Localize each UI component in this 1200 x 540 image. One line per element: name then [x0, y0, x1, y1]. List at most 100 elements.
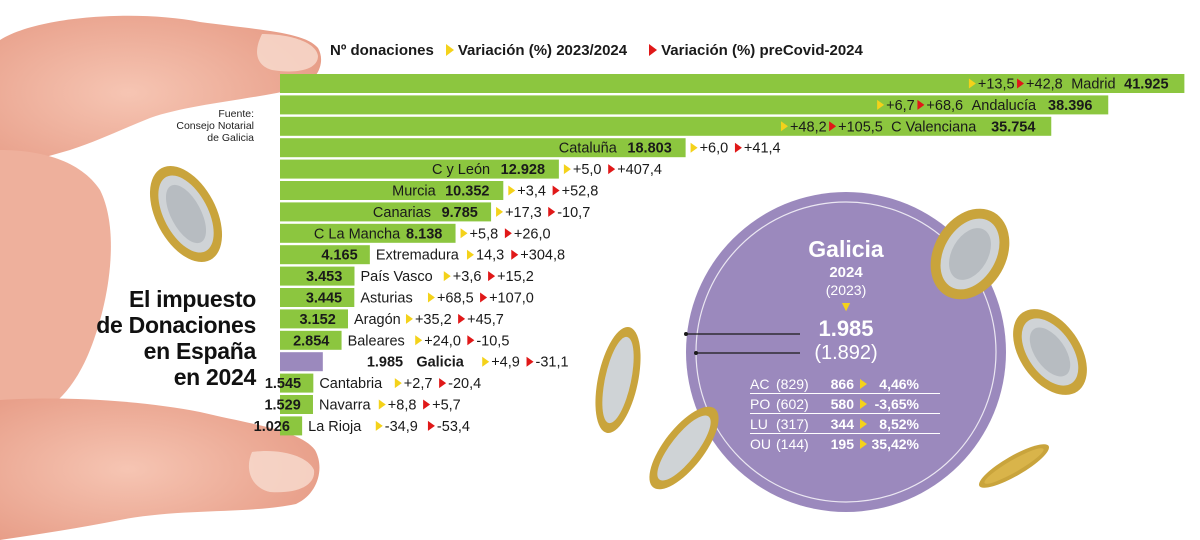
category-label: Extremadura [376, 248, 460, 264]
var1-marker-icon [508, 185, 516, 196]
value-label: 38.396 [1048, 98, 1092, 114]
var2-label: +15,2 [497, 269, 534, 285]
province-code: LU [750, 415, 768, 432]
title-line: en España [143, 338, 257, 364]
var-marker-icon [860, 438, 867, 449]
category-label: C y León [432, 162, 490, 178]
var2-label: -10,5 [476, 333, 509, 349]
var1-label: +17,3 [505, 205, 542, 221]
bar [280, 352, 323, 372]
bar [280, 95, 1109, 115]
province-now: 344 [830, 415, 854, 432]
galicia-value: 1.985 [818, 316, 874, 341]
bar [280, 266, 355, 286]
coin-icon [1013, 309, 1087, 395]
value-label: 1.545 [265, 376, 301, 392]
source-line: de Galicia [207, 132, 254, 144]
var1-marker-icon [405, 313, 413, 324]
value-label: 9.785 [442, 205, 478, 221]
var1-marker-icon [460, 228, 468, 239]
hand-illustration [0, 15, 322, 540]
galicia-arrow-icon: ▼ [839, 298, 853, 314]
var2-marker-icon [427, 420, 435, 431]
bar [280, 223, 456, 243]
value-label: 3.152 [299, 312, 335, 328]
category-label: Murcia [392, 184, 436, 200]
category-label: Cantabria [319, 376, 383, 392]
var2-label: -10,7 [557, 205, 590, 221]
source-line: Fuente: [218, 108, 254, 120]
province-prev: (317) [776, 415, 809, 432]
var1-marker-icon [427, 292, 435, 303]
category-label: Canarias [373, 205, 431, 221]
var1-marker-icon [877, 99, 885, 110]
value-label: 35.754 [991, 119, 1035, 135]
province-row: AC (829) 866 4,46% [750, 374, 940, 394]
var2-marker-icon [526, 356, 534, 367]
province-now: 580 [830, 395, 854, 412]
category-label: Asturias [360, 291, 412, 307]
var1-label: +6,0 [700, 141, 729, 157]
bar [280, 116, 1052, 136]
value-label: 1.985 [367, 355, 403, 371]
province-var: -3,65% [874, 395, 919, 412]
province-code: OU [750, 435, 771, 452]
var2-label: +42,8 [1026, 77, 1063, 93]
var1-marker-icon [378, 399, 386, 410]
legend-var2-marker [649, 44, 658, 56]
province-prev: (144) [776, 435, 809, 452]
coin-icon [149, 165, 223, 263]
bar [280, 373, 314, 393]
category-label: Andalucía [972, 98, 1037, 114]
var1-label: +4,9 [491, 355, 520, 371]
value-label: 2.854 [293, 333, 329, 349]
var2-marker-icon [734, 142, 742, 153]
var2-label: +52,8 [562, 184, 599, 200]
bar [280, 138, 686, 158]
var1-marker-icon [482, 356, 490, 367]
var1-label: +35,2 [415, 312, 452, 328]
category-label: C Valenciana [891, 119, 977, 135]
bar [280, 159, 559, 179]
connector-dot [694, 351, 698, 355]
province-code: PO [750, 395, 771, 412]
var1-label: -34,9 [385, 419, 418, 435]
category-label: Madrid [1071, 77, 1115, 93]
var2-label: +304,8 [520, 248, 565, 264]
value-label: 4.165 [321, 248, 357, 264]
var2-marker-icon [480, 292, 488, 303]
var2-marker-icon [488, 271, 496, 282]
bar [280, 288, 355, 307]
var1-marker-icon [690, 142, 698, 153]
var2-marker-icon [552, 185, 560, 196]
bar [280, 309, 348, 329]
var1-marker-icon [496, 206, 504, 217]
var2-marker-icon [458, 313, 466, 324]
bar [280, 181, 504, 200]
var1-label: +48,2 [790, 119, 827, 135]
chart-title: El impuesto de Donaciones en España en 2… [60, 286, 256, 390]
var1-label: +8,8 [388, 398, 417, 414]
legend-var1: Variación (%) 2023/2024 [457, 41, 628, 59]
category-label: Navarra [319, 398, 372, 414]
coin-icon [979, 444, 1049, 488]
galicia-prev-value: (1.892) [814, 342, 878, 364]
province-prev: (602) [776, 395, 809, 412]
var1-label: +6,7 [886, 98, 915, 114]
value-label: 41.925 [1124, 77, 1168, 93]
var2-label: +26,0 [514, 226, 551, 242]
value-label: 8.138 [406, 226, 442, 242]
var2-marker-icon [829, 121, 837, 132]
var2-label: +107,0 [489, 291, 534, 307]
var2-marker-icon [504, 228, 512, 239]
value-label: 10.352 [445, 184, 489, 200]
chart-legend: Nº donaciones Variación (%) 2023/2024 Va… [330, 36, 881, 64]
value-label: 1.026 [254, 419, 290, 435]
category-label: País Vasco [360, 269, 432, 285]
var2-label: -53,4 [437, 419, 470, 435]
province-var: 8,52% [879, 415, 919, 432]
var1-marker-icon [968, 78, 976, 89]
galicia-prev-year: (2023) [825, 282, 867, 298]
province-table: AC (829) 866 4,46% PO (602) 580 -3,65% L… [692, 374, 1000, 453]
var1-label: +3,4 [517, 184, 546, 200]
